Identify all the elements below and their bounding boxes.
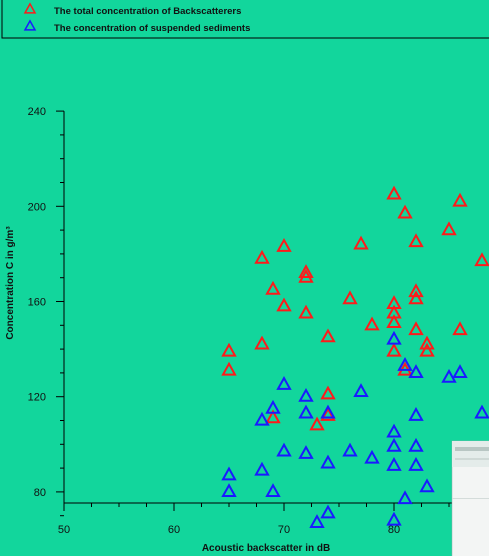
sediment-point [221, 483, 237, 498]
backscatterer-point [298, 304, 314, 319]
sediment-point [452, 364, 468, 379]
backscatterer-point [276, 297, 292, 312]
sediment-point [397, 490, 413, 505]
legend-label-backscatterers: The total concentration of Backscatterer… [54, 6, 241, 17]
x-tick-label: 60 [168, 524, 180, 536]
inset-header [452, 441, 489, 467]
backscatterer-point [408, 321, 424, 336]
x-tick-label: 50 [58, 524, 70, 536]
inset-divider [452, 498, 489, 499]
legend: The total concentration of Backscatterer… [1, 0, 489, 39]
backscatterer-point [364, 316, 380, 331]
axes: 80 120 160 200 240 50 60 70 80 [28, 106, 489, 536]
inset-image-fragment [451, 440, 489, 556]
sediment-point [408, 437, 424, 452]
legend-marker-backscatterers [23, 2, 37, 14]
sediment-point [386, 511, 402, 526]
sediment-point [309, 514, 325, 528]
sediment-point [276, 442, 292, 457]
backscatterer-point [265, 409, 281, 424]
sediment-point [386, 330, 402, 345]
inset-header-line [455, 458, 489, 460]
sediment-point [408, 364, 424, 379]
sediment-point [364, 449, 380, 464]
sediment-point [265, 483, 281, 498]
backscatterer-point [254, 249, 270, 264]
sediment-point [441, 368, 457, 383]
sediment-point [254, 411, 270, 426]
sediment-point [386, 423, 402, 438]
y-tick-label: 120 [28, 392, 46, 404]
y-axis-title: Concentration C in g/m³ [5, 226, 16, 340]
backscatterer-point [298, 264, 314, 279]
sediment-point [474, 404, 489, 419]
backscatterer-point [320, 406, 336, 421]
sediment-point [298, 445, 314, 459]
sediment-point [342, 442, 358, 457]
data-points [221, 185, 489, 528]
sediment-point [353, 383, 369, 398]
sediment-point [265, 399, 281, 414]
backscatterer-point [452, 192, 468, 207]
backscatterer-point [408, 290, 424, 305]
sediment-point [408, 456, 424, 471]
sediment-point [221, 466, 237, 481]
backscatterer-point [386, 314, 402, 329]
sediment-point [386, 456, 402, 471]
backscatterer-point [276, 238, 292, 252]
backscatterer-point [386, 185, 402, 200]
sediment-point [298, 404, 314, 419]
backscatterer-point [408, 283, 424, 298]
y-tick-label: 80 [34, 487, 46, 499]
backscatterer-point [353, 235, 369, 250]
backscatterer-point [452, 321, 468, 336]
backscatterer-point [342, 290, 358, 305]
y-tick-label: 160 [28, 297, 46, 309]
backscatterer-point [320, 385, 336, 400]
sediment-point [397, 357, 413, 371]
inset-header-strip [455, 447, 489, 451]
legend-label-suspended-sediments: The concentration of suspended sediments [54, 23, 250, 34]
backscatterer-point [397, 204, 413, 219]
backscatterer-point [320, 328, 336, 343]
x-tick-label: 80 [388, 524, 400, 536]
x-axis-title: Acoustic backscatter in dB [202, 543, 330, 554]
sediment-point [408, 406, 424, 421]
backscatterer-point [419, 342, 435, 357]
backscatterer-point [254, 335, 270, 350]
backscatterer-point [298, 268, 314, 283]
sediment-point [320, 454, 336, 469]
backscatterer-point [265, 280, 281, 295]
sediment-point [419, 478, 435, 493]
legend-marker-suspended-sediments [23, 19, 37, 31]
sediment-point [386, 437, 402, 452]
backscatterer-point [309, 416, 325, 431]
backscatterer-point [408, 233, 424, 248]
backscatterer-point [474, 252, 489, 267]
backscatterer-point [221, 342, 237, 357]
backscatterer-point [221, 361, 237, 376]
y-tick-label: 200 [28, 201, 46, 213]
sediment-point [320, 404, 336, 419]
sediment-point [320, 504, 336, 519]
legend-frame [1, 0, 489, 39]
sediment-point [254, 461, 270, 476]
backscatterer-point [386, 342, 402, 357]
backscatterer-point [441, 221, 457, 236]
sediment-point [298, 387, 314, 402]
x-tick-label: 70 [278, 524, 290, 536]
sediment-point [276, 376, 292, 390]
backscatterer-point [419, 335, 435, 350]
y-tick-label: 240 [28, 106, 46, 118]
